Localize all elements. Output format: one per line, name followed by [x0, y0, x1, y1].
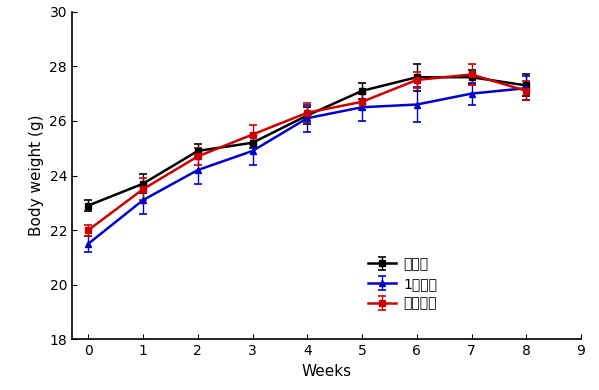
Y-axis label: Body weight (g): Body weight (g) — [29, 115, 44, 236]
Legend: 비노출, 1주노출, 지속노출: 비노출, 1주노출, 지속노출 — [363, 252, 443, 316]
X-axis label: Weeks: Weeks — [301, 364, 352, 379]
